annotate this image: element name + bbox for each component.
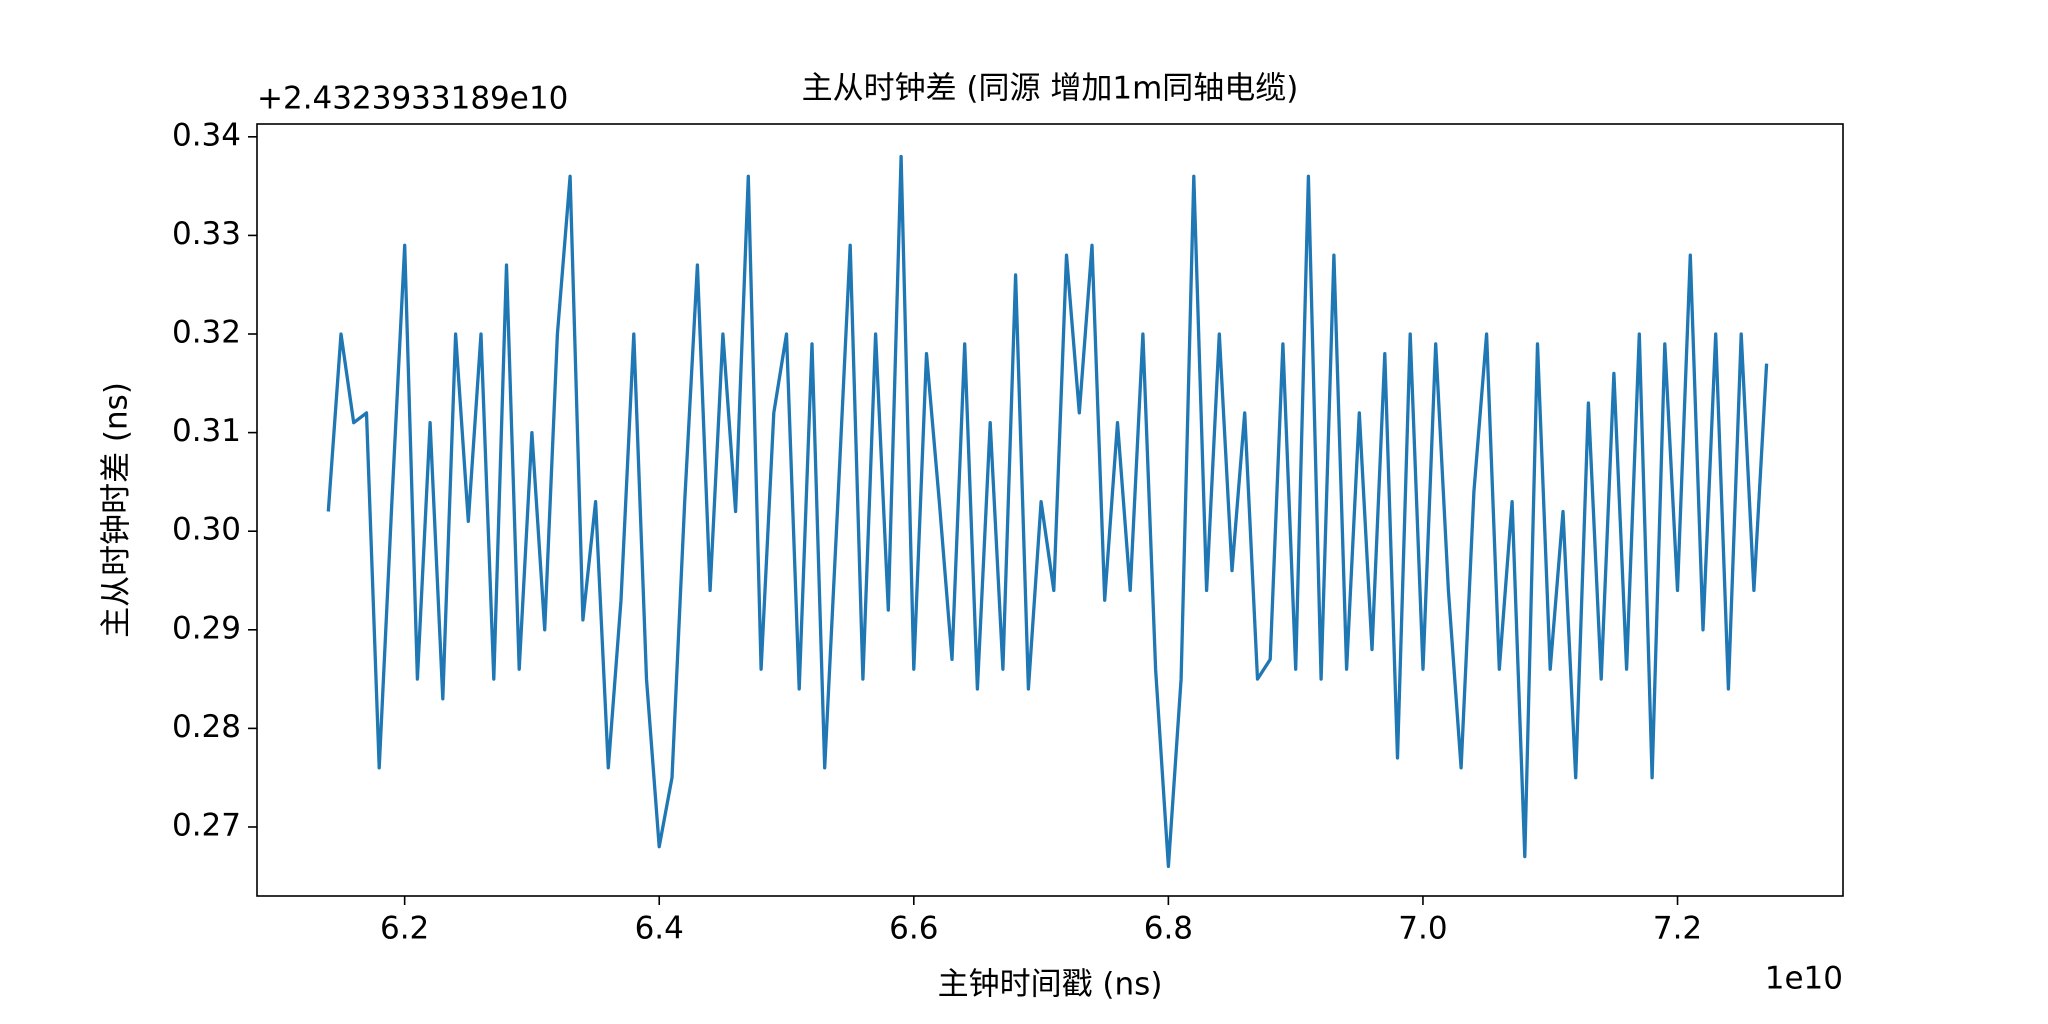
x-tick-label: 6.8 [1144, 911, 1193, 947]
plot-frame [256, 123, 1844, 897]
x-tick-label: 7.2 [1653, 911, 1702, 947]
y-tick-label: 0.29 [172, 610, 241, 646]
x-offset-label: 1e10 [1765, 961, 1843, 997]
y-tick-label: 0.34 [172, 117, 241, 153]
x-tick-label: 6.4 [635, 911, 684, 947]
x-tick-label: 7.0 [1398, 911, 1447, 947]
y-tick-label: 0.32 [172, 315, 241, 351]
y-tick-label: 0.27 [172, 807, 241, 843]
y-tick-label: 0.31 [172, 413, 241, 449]
y-tick-label: 0.33 [172, 216, 241, 252]
x-axis-label: 主钟时间戳 (ns) [938, 967, 1163, 1003]
y-axis-label: 主从时钟时差 (ns) [99, 382, 135, 638]
y-offset-label: +2.4323933189e10 [257, 81, 568, 117]
y-tick-label: 0.28 [172, 709, 241, 745]
data-line [326, 154, 1769, 869]
y-tick-label: 0.30 [172, 512, 241, 548]
chart-title: 主从时钟差 (同源 增加1m同轴电缆) [802, 71, 1299, 107]
x-tick-label: 6.6 [889, 911, 938, 947]
x-tick-label: 6.2 [380, 911, 429, 947]
